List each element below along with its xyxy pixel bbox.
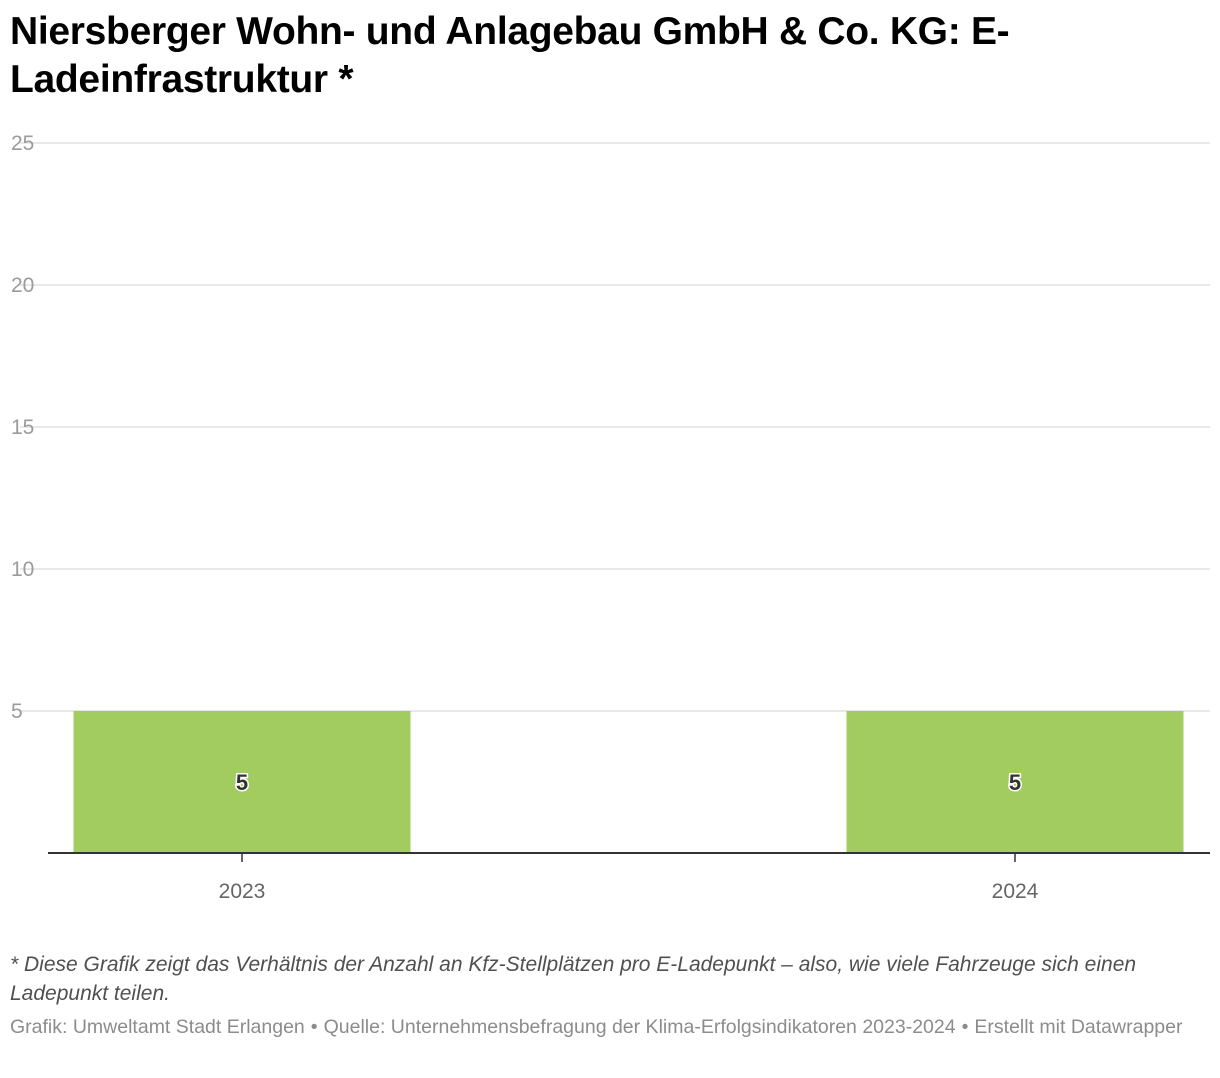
y-tick-label: 10 [11, 558, 34, 581]
made-with-text: Erstellt mit Datawrapper [974, 1016, 1183, 1038]
y-axis-ticks: 5 10 15 20 25 [11, 132, 34, 723]
chart-footnote: * Diese Grafik zeigt das Verhältnis der … [10, 953, 1137, 1005]
y-tick-label: 5 [11, 700, 23, 723]
footer-separator: • [961, 1016, 969, 1038]
gridlines [20, 142, 1210, 712]
credit-text: Grafik: Umweltamt Stadt Erlangen [10, 1016, 305, 1038]
x-axis: 2023 2024 [48, 852, 1210, 903]
bar [73, 711, 411, 853]
y-tick-label: 25 [11, 132, 34, 155]
footer-separator: • [310, 1016, 318, 1038]
x-tick-label: 2023 [219, 880, 266, 903]
y-tick-label: 20 [11, 274, 34, 297]
bar-value-label: 5 [1009, 770, 1021, 795]
bar [846, 711, 1184, 853]
chart-title: Niersberger Wohn- und Anlagebau GmbH & C… [10, 10, 1010, 101]
bar-value-label: 5 [236, 770, 248, 795]
source-text: Quelle: Unternehmensbefragung der Klima-… [323, 1016, 956, 1038]
y-tick-label: 15 [11, 416, 34, 439]
x-tick-label: 2024 [992, 880, 1039, 903]
chart-footer: Grafik: Umweltamt Stadt Erlangen • Quelle:… [10, 1014, 1205, 1041]
